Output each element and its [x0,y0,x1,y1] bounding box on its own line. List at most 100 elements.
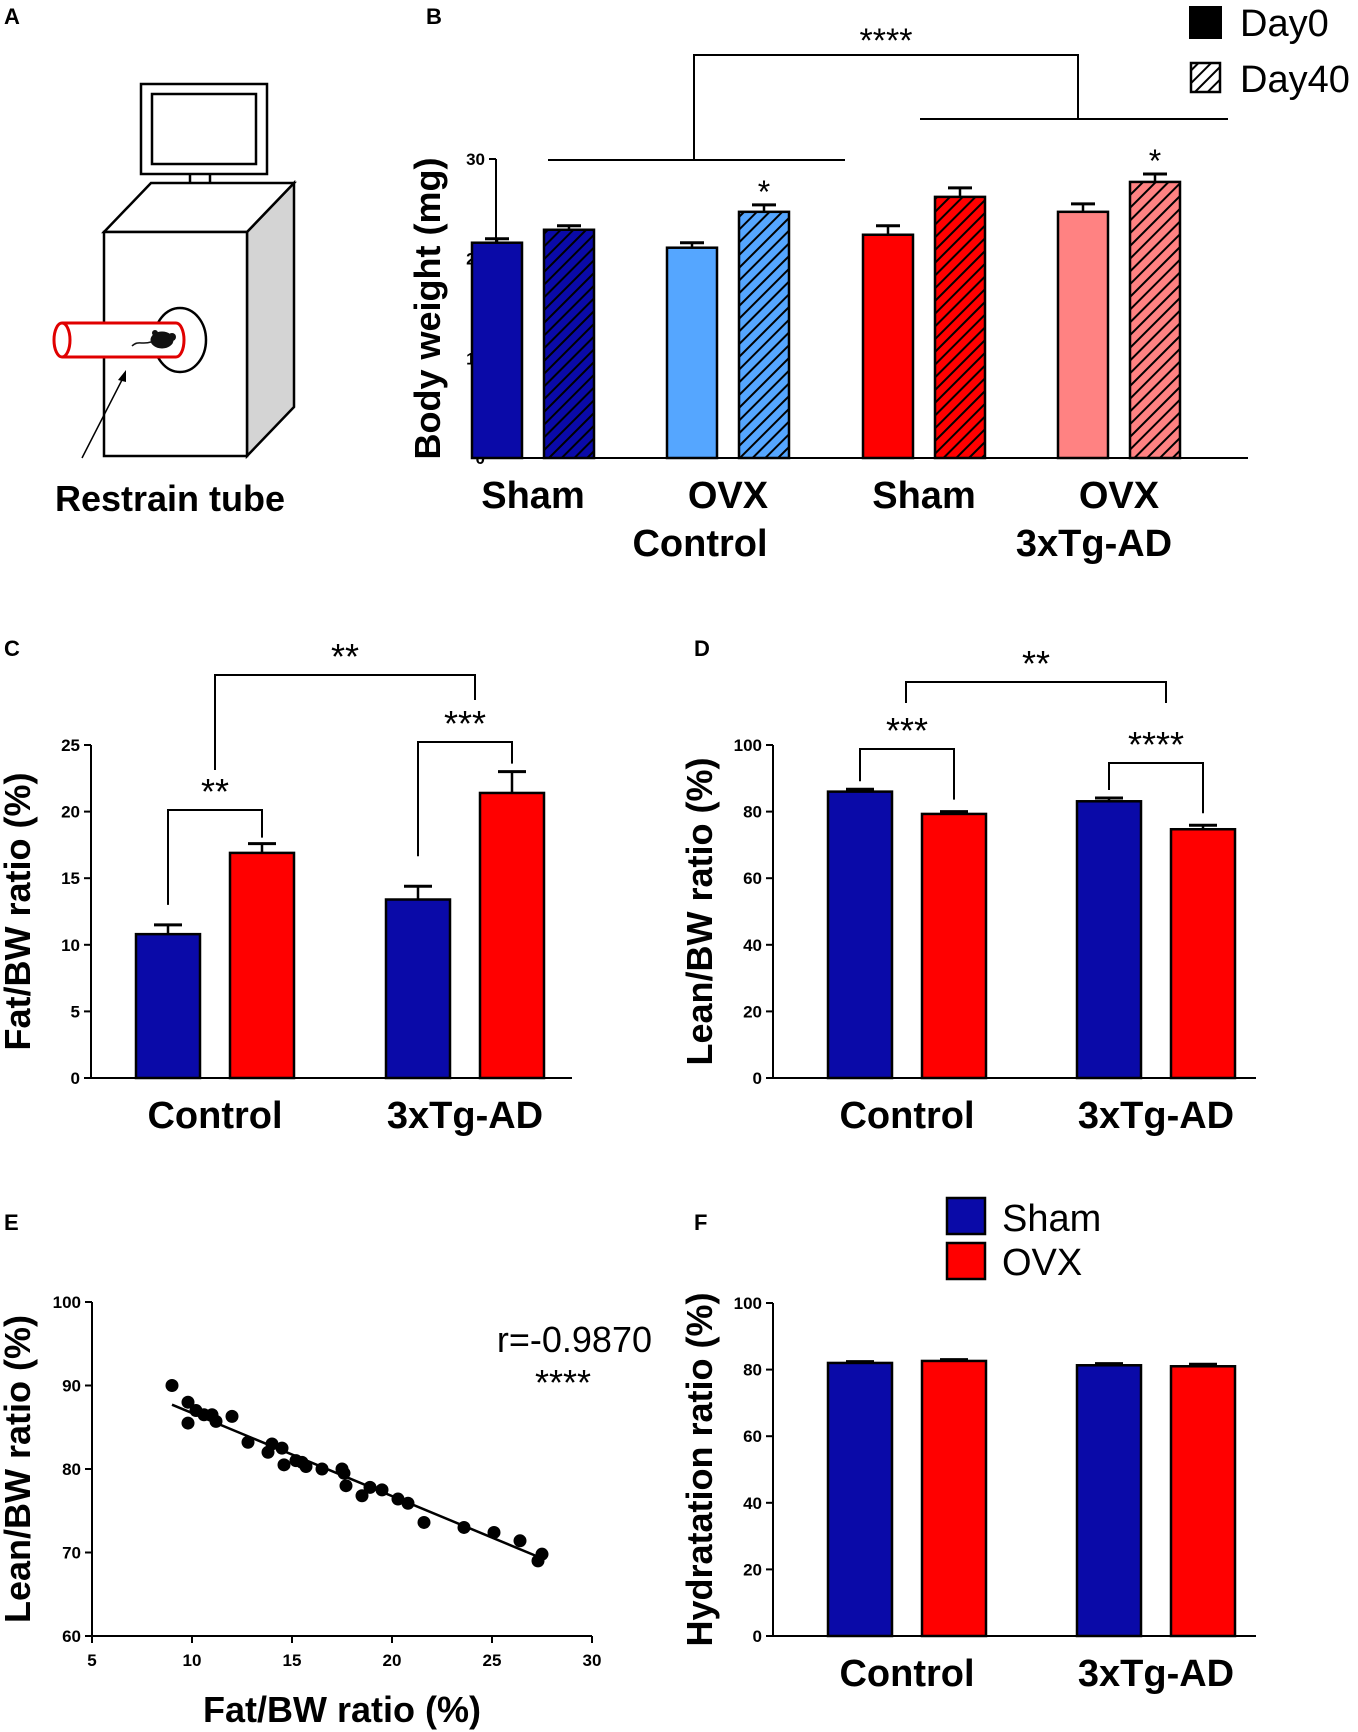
category-label: Control [839,1095,974,1137]
legend-swatch-day0 [1189,6,1222,39]
bar-ovx [478,791,546,1080]
x-tick-label: 25 [483,1651,502,1670]
body-composition-analyzer-icon [52,82,297,460]
y-tick-label: 0 [71,1069,80,1088]
x-tick-label: 15 [283,1651,302,1670]
significance-bracket [417,741,513,857]
legend-label-day0: Day0 [1240,3,1329,45]
bar-ovx [920,1359,988,1638]
y-tick-label: 0 [753,1627,762,1646]
y-tick-label: 25 [61,736,80,755]
panel-c-fat-ratio-chart: 0 5 10 15 20 25 Fat/BW ratio (%) Control 3xTg-AD… [0,636,572,1137]
y-tick-label: 80 [62,1460,81,1479]
bar-ovx [920,812,988,1080]
x-tick-label: 10 [183,1651,202,1670]
y-tick-label: 15 [61,869,80,888]
bar-day40 [933,195,987,460]
panel-e-scatter-chart: 60 70 80 90 100 Lean/BW ratio (%) 5 10 15 20 25 30 F… [0,1293,652,1730]
y-tick-label: 90 [62,1377,81,1396]
category-label: Control [839,1653,974,1695]
y-tick-label: 20 [743,1002,762,1021]
scatter-point [181,1416,195,1430]
y-tick-label: 60 [743,869,762,888]
bar-sham [826,790,894,1080]
scatter-point [401,1496,415,1510]
scatter-point [165,1379,179,1392]
scatter-point [337,1466,351,1480]
y-tick-label: 20 [743,1560,762,1579]
legend-label-ovx: OVX [1002,1242,1082,1284]
panel-letter-b: B [426,4,442,29]
significance-bracket-between [905,681,1167,703]
scatter-point [181,1395,195,1409]
y-tick-label: 70 [62,1544,81,1563]
panel-letter-d: D [694,636,710,661]
y-tick-label: 0 [753,1069,762,1088]
significance-annotation: **** [535,1362,591,1403]
bar-sham [134,932,202,1080]
scatter-point [535,1547,549,1561]
significance-bracket [859,748,955,800]
bar-day0 [861,233,915,460]
panel-b-body-weight-chart: 0102030Body weight (mg)Sham*OVXSham*OVXC… [407,3,1350,565]
bar-ovx [228,851,296,1080]
scatter-point [339,1479,353,1493]
significance-bracket [1108,762,1204,814]
bar-day40 [1128,180,1182,460]
significance-bracket-label: *** [444,703,486,744]
scatter-point [363,1480,377,1494]
bar-sham [384,898,452,1080]
category-label: 3xTg-AD [1078,1095,1234,1137]
y-tick-label: 10 [61,936,80,955]
y-tick-label: 40 [743,1494,762,1513]
scatter-point [209,1414,223,1428]
scatter-point [241,1435,255,1449]
significance-bracket [167,809,263,905]
scatter-point [375,1483,389,1497]
significance-bracket-label: ** [201,771,229,812]
y-axis-label: Fat/BW ratio (%) [0,773,38,1051]
group-label: OVX [688,475,769,517]
x-tick-label: 30 [583,1651,602,1670]
scatter-point [457,1520,471,1534]
significance-bracket-label: *** [886,710,928,751]
y-tick-label: 100 [734,1294,762,1313]
scatter-point [513,1534,527,1548]
restrain-tube-opening [52,321,72,359]
bar-ovx [1169,827,1237,1080]
y-tick-label: 30 [466,150,485,169]
supergroup-label: 3xTg-AD [1016,523,1172,565]
bar-day40 [737,210,791,460]
legend-swatch-sham [945,1196,987,1236]
scatter-point [225,1409,239,1423]
scatter-point [355,1489,369,1503]
scatter-point [265,1437,279,1451]
group-label: Sham [872,475,975,517]
correlation-annotation: r=-0.9870 [497,1319,652,1360]
bar-sham [826,1361,894,1638]
y-tick-label: 60 [62,1627,81,1646]
significance-bracket-between-label: ** [1022,643,1050,684]
x-tick-label: 20 [383,1651,402,1670]
category-label: 3xTg-AD [387,1095,543,1137]
category-label: Control [147,1095,282,1137]
bar-sham [1075,1364,1143,1638]
legend-swatch-ovx [945,1241,987,1281]
significance-star: * [1149,143,1161,179]
bar-day0 [1056,210,1110,460]
scatter-point [277,1458,291,1472]
group-label: OVX [1079,475,1160,517]
significance-bracket [693,54,1079,160]
significance-bracket-label: **** [1128,724,1184,765]
scatter-point [315,1462,329,1476]
legend-label-day40: Day40 [1240,59,1350,101]
y-tick-label: 20 [61,803,80,822]
legend-swatch-day40 [1189,61,1222,94]
bar-day40 [542,228,596,460]
scatter-point [275,1441,289,1455]
bar-day0 [470,241,524,460]
x-tick-label: 5 [87,1651,96,1670]
panel-letter-e: E [4,1210,19,1235]
bar-ovx [1169,1365,1237,1638]
